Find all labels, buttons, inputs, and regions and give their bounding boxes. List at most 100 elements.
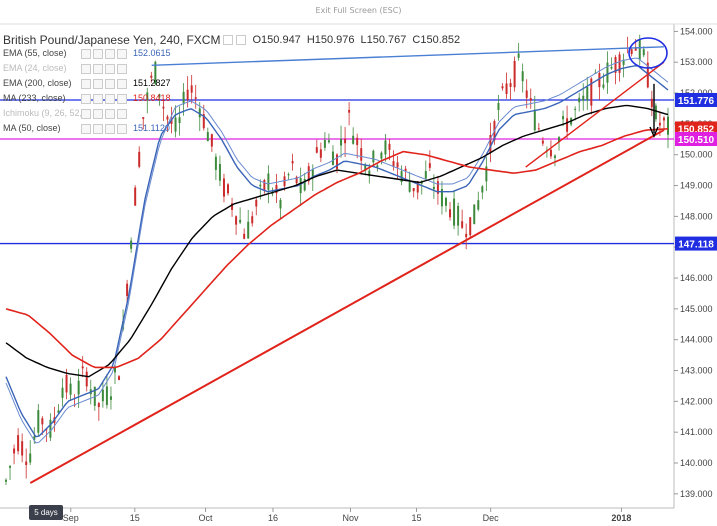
candle-body [380,152,383,159]
legend-row[interactable]: EMA (24, close) [3,61,171,76]
legend-row[interactable]: EMA (200, close) 151.2827 [3,76,171,91]
eye-icon[interactable] [81,93,91,104]
candle-body [336,154,338,169]
candle-body [356,137,359,146]
candle-body [17,435,20,452]
more-icon[interactable] [117,93,127,104]
y-tick-label: 149.000 [680,181,713,191]
close-icon[interactable] [105,93,115,104]
candle-body [477,200,480,210]
candle-body [126,283,129,296]
settings-icon[interactable] [93,93,103,104]
indicator-legend: EMA (55, close) 152.0615 EMA (24, close) EM… [3,46,171,136]
y-tick-label: 139.000 [680,489,713,499]
ohlc-high: H150.976 [306,34,355,46]
candle-body [113,366,116,373]
legend-row[interactable]: Ichimoku (9, 26, 52, 26) [3,106,171,121]
candle-body [473,204,476,225]
x-tick-label: Sep [63,513,79,523]
candle-body [384,140,387,155]
candle-body [634,47,637,51]
eye-icon[interactable] [81,63,91,74]
close-icon[interactable] [105,78,115,89]
legend-row[interactable]: EMA (55, close) 152.0615 [3,46,171,61]
candle-body [307,166,310,182]
more-icon[interactable] [117,63,127,74]
candle-body [130,240,133,249]
candle-body [138,151,141,167]
candle-body [376,165,379,168]
settings-icon[interactable] [93,108,103,119]
candle-body [37,410,40,433]
down-arrow-head [649,126,659,138]
candle-body [582,95,585,101]
candle-body [610,66,613,69]
candle-body [408,182,411,192]
candle-body [190,85,193,93]
eye-icon[interactable] [81,48,91,59]
candle-body [553,155,556,159]
candle-body [49,419,52,438]
y-tick-label: 145.000 [680,304,713,314]
timeframe-badge[interactable]: 5 days [29,505,63,520]
eye-icon[interactable] [81,108,91,119]
candle-body [549,149,552,157]
more-icon[interactable] [117,123,127,134]
close-icon[interactable] [105,63,115,74]
support-trendline [29,129,665,484]
candle-body [162,106,165,109]
more-icon[interactable] [117,108,127,119]
legend-row[interactable]: MA (50, close) 151.1120 [3,121,171,136]
candle-body [81,366,84,369]
eye-icon[interactable] [81,78,91,89]
candle-body [77,380,80,395]
settings-icon[interactable] [93,63,103,74]
settings-icon[interactable] [93,78,103,89]
candle-body [247,221,250,239]
close-icon[interactable] [105,108,115,119]
close-icon[interactable] [105,48,115,59]
candle-body [578,97,581,103]
candle-body [259,184,262,187]
visibility-toggle-icon[interactable] [223,35,234,45]
exit-fullscreen-bar[interactable]: Exit Full Screen (ESC) [0,0,717,15]
legend-value: 150.8418 [133,93,171,103]
candle-body [303,178,306,191]
candle-body [279,199,282,209]
candle-body [182,91,185,105]
candle-body [436,181,439,194]
more-icon[interactable] [117,78,127,89]
y-tick-label: 144.000 [680,335,713,345]
candle-body [331,151,334,166]
candle-body [618,54,621,73]
candle-body [485,166,488,182]
legend-label: MA (233, close) [3,93,66,103]
candle-body [586,86,589,101]
candle-body [541,140,544,144]
candle-body [562,116,565,120]
candle-body [251,216,254,224]
settings-icon[interactable] [236,35,247,45]
candle-body [210,134,213,147]
top-circle-annotation [628,37,668,69]
legend-value: 151.1120 [133,123,170,133]
resistance-trendline [151,46,664,67]
candle-body [654,105,657,120]
close-icon[interactable] [105,123,115,134]
y-tick-label: 154.000 [680,26,713,36]
candle-body [444,197,447,206]
price-label-pill [675,236,717,251]
candle-body [222,178,225,197]
legend-label: EMA (24, close) [3,63,67,73]
settings-icon[interactable] [93,48,103,59]
candle-body [9,466,12,468]
legend-label: Ichimoku (9, 26, 52, 26) [3,108,81,118]
legend-row[interactable]: MA (233, close) 150.8418 [3,91,171,106]
settings-icon[interactable] [93,123,103,134]
candle-body [150,75,153,78]
eye-icon[interactable] [81,123,91,134]
candle-body [170,119,173,124]
more-icon[interactable] [117,48,127,59]
price-label-pill [675,92,717,107]
